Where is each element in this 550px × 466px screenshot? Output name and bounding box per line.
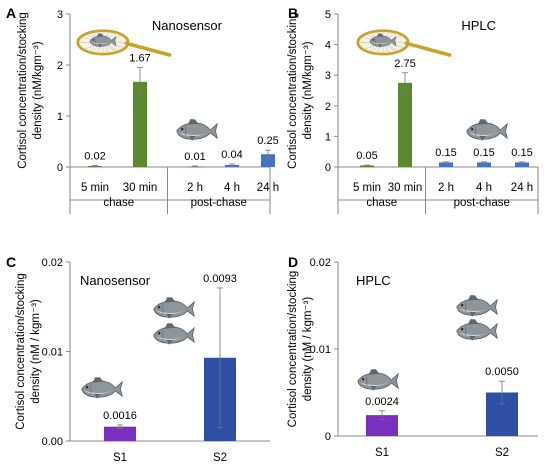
y-axis-label: Cortisol concentration/stocking (15, 273, 27, 430)
y-tick-label: 0.02 (310, 257, 331, 269)
x-tick-label: 2 h (438, 182, 454, 194)
y-tick-label: 4 (325, 40, 331, 52)
fish-icon (81, 376, 123, 400)
y-axis-label: density (nM / kgm⁻³) (30, 299, 42, 404)
y-axis-label: Cortisol concentration/stocking (17, 12, 29, 169)
x-tick-label: S1 (375, 447, 389, 459)
y-axis-label: density (nM/kgm⁻³) (302, 41, 314, 139)
x-tick-label: 24 h (257, 182, 279, 194)
y-tick-label: 0.00 (42, 436, 63, 448)
data-label: 0.0024 (365, 396, 399, 408)
fish-icon (357, 368, 399, 392)
y-tick-label: 0 (325, 162, 331, 174)
fish-icon (466, 118, 508, 142)
panel-c: C Nanosensor 0.00 0.01 0.02 Cortisol concentr… (6, 254, 270, 464)
bar (133, 81, 147, 167)
x-tick-label: S2 (495, 447, 509, 459)
y-tick-label: 3 (325, 70, 331, 82)
data-label: 0.01 (184, 151, 205, 163)
data-label: 2.75 (394, 58, 415, 70)
panel-letter: A (6, 5, 16, 21)
fish-in-net-icon (358, 31, 450, 55)
bar (261, 154, 275, 167)
data-label: 0.15 (473, 147, 494, 159)
x-tick-label: S2 (213, 452, 227, 464)
x-tick-label: 5 min (353, 182, 381, 194)
panel-letter: C (6, 254, 16, 270)
bar (398, 82, 412, 167)
chart-title: HPLC (461, 18, 496, 33)
y-tick-label: 3 (57, 9, 63, 21)
data-label: 0.15 (435, 147, 456, 159)
x-tick-label: 5 min (81, 182, 109, 194)
x-tick-label: 4 h (224, 182, 240, 194)
fish-icon (176, 118, 218, 142)
y-tick-label: 0.01 (42, 347, 63, 359)
x-tick-label: 30 min (123, 182, 158, 194)
fish-icon (456, 294, 498, 318)
x-tick-label: 4 h (476, 182, 492, 194)
y-tick-label: 2 (325, 101, 331, 113)
fish-in-net-icon (78, 31, 170, 55)
x-tick-label: S1 (113, 452, 127, 464)
group-label: chase (366, 197, 397, 209)
data-label: 0.04 (221, 149, 242, 161)
y-tick-label: 0 (57, 162, 63, 174)
chart-title: Nanosensor (80, 273, 151, 288)
data-label: 1.67 (129, 53, 150, 65)
y-tick-label: 5 (325, 9, 331, 21)
data-label: 0.05 (356, 150, 377, 162)
y-tick-label: 0.02 (42, 257, 63, 269)
bar (515, 162, 529, 167)
panel-letter: D (288, 254, 298, 270)
bar (477, 162, 491, 167)
bar (104, 426, 136, 441)
y-axis-label: Cortisol concentration/stocking (287, 12, 299, 169)
group-label: post-chase (454, 197, 510, 209)
data-label: 0.0050 (485, 366, 519, 378)
chart-title: Nanosensor (152, 18, 223, 33)
panel-b: B HPLC 0 1 2 3 4 5 Cortisol concentration/stocki… (287, 5, 539, 214)
group-label: post-chase (191, 197, 247, 209)
y-tick-label: 1 (325, 131, 331, 143)
panel-letter: B (288, 5, 298, 21)
fish-icon (153, 296, 195, 320)
fish-icon (153, 322, 195, 346)
panel-d: D HPLC 0 0.01 0.02 Cortisol concentration/sto… (287, 254, 538, 459)
data-label: 0.02 (84, 150, 105, 162)
y-tick-label: 2 (57, 60, 63, 72)
bar (360, 165, 374, 167)
x-tick-label: 30 min (388, 182, 423, 194)
data-label: 0.25 (257, 135, 278, 147)
y-tick-label: 0.01 (310, 344, 331, 356)
chart-title: HPLC (356, 273, 391, 288)
panel-a: A Nanosensor 0 1 2 3 Cortisol concentration/st… (6, 5, 279, 214)
group-label: chase (103, 197, 134, 209)
y-axis-label: Cortisol concentration/stocking (287, 271, 299, 428)
y-axis-label: density (nM/kgm⁻³) (32, 41, 44, 139)
fish-icon (456, 318, 498, 342)
y-axis-label: density (nM / kgm⁻³) (302, 297, 314, 402)
x-tick-label: 2 h (187, 182, 203, 194)
x-tick-label: 24 h (511, 182, 533, 194)
data-label: 0.0016 (103, 410, 137, 422)
data-label: 0.0093 (203, 273, 237, 285)
bar (366, 415, 398, 436)
y-tick-label: 1 (57, 111, 63, 123)
data-label: 0.15 (511, 147, 532, 159)
y-tick-label: 0 (325, 431, 331, 443)
bar (439, 162, 453, 167)
